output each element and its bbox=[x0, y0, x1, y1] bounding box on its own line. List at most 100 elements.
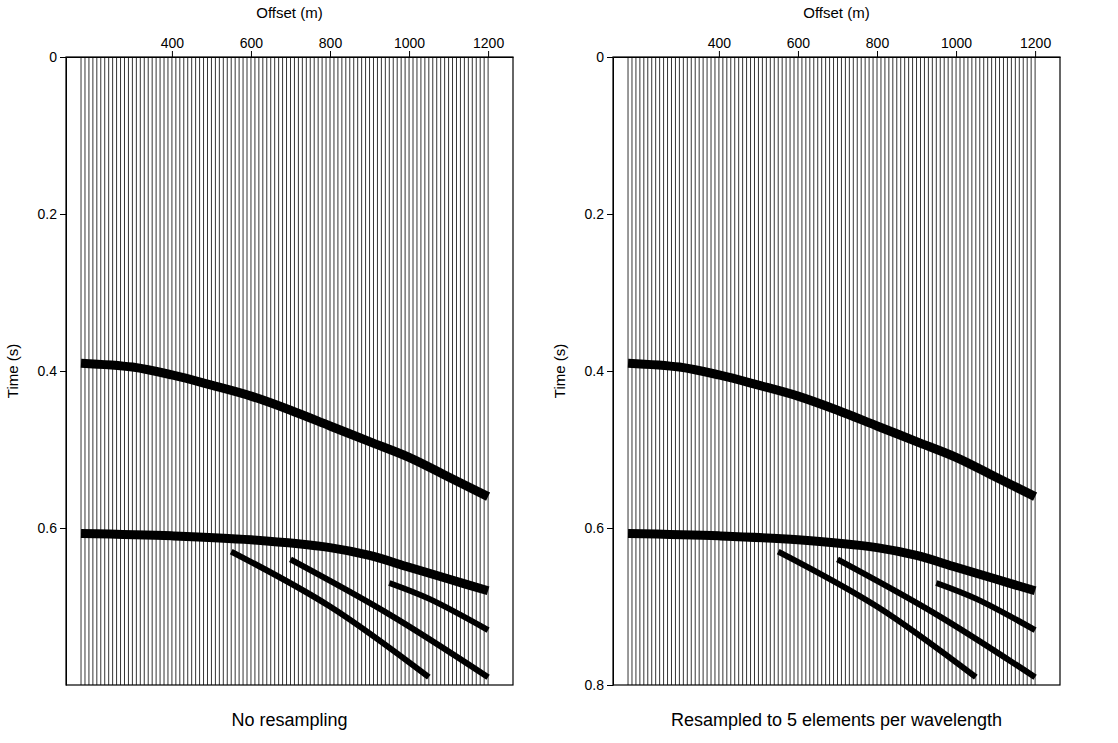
trace bbox=[187, 57, 188, 685]
trace bbox=[758, 57, 759, 685]
trace bbox=[726, 57, 727, 685]
trace bbox=[920, 57, 921, 685]
event bbox=[778, 552, 976, 678]
trace bbox=[282, 57, 283, 685]
trace bbox=[841, 57, 842, 685]
x-tick: 600 bbox=[240, 35, 264, 57]
x-tick-mark bbox=[330, 51, 331, 57]
panel-title: Resampled to 5 elements per wavelength bbox=[671, 710, 1002, 730]
trace bbox=[774, 57, 775, 685]
trace bbox=[357, 57, 358, 685]
trace bbox=[432, 57, 433, 685]
y-tick: 0.8 bbox=[585, 677, 613, 693]
trace bbox=[428, 57, 429, 685]
trace bbox=[829, 57, 830, 685]
trace bbox=[908, 57, 909, 685]
trace bbox=[730, 57, 731, 685]
panel: 4006008001000120000.20.40.60.8Offset (m)… bbox=[551, 4, 1061, 730]
trace bbox=[310, 57, 311, 685]
trace bbox=[797, 57, 798, 685]
x-tick-label: 1200 bbox=[473, 35, 504, 51]
x-tick: 800 bbox=[319, 35, 343, 57]
trace bbox=[801, 57, 802, 685]
x-tick-mark bbox=[1035, 51, 1036, 57]
y-tick-label: 0.4 bbox=[38, 363, 58, 379]
trace bbox=[880, 57, 881, 685]
y-tick-mark bbox=[60, 371, 66, 372]
y-tick-mark bbox=[607, 214, 613, 215]
trace bbox=[120, 57, 121, 685]
y-tick-label: 0 bbox=[49, 49, 57, 65]
trace bbox=[944, 57, 945, 685]
trace bbox=[991, 57, 992, 685]
event bbox=[290, 559, 488, 677]
trace bbox=[207, 57, 208, 685]
trace bbox=[266, 57, 267, 685]
trace bbox=[92, 57, 93, 685]
x-axis: 40060080010001200 bbox=[614, 35, 1061, 58]
plot-area bbox=[81, 57, 488, 685]
trace bbox=[191, 57, 192, 685]
trace bbox=[322, 57, 323, 685]
y-axis: 00.20.40.60.8 bbox=[585, 49, 614, 693]
trace bbox=[401, 57, 402, 685]
trace bbox=[857, 57, 858, 685]
trace bbox=[750, 57, 751, 685]
trace bbox=[211, 57, 212, 685]
trace bbox=[112, 57, 113, 685]
plot-frame bbox=[66, 57, 513, 685]
trace bbox=[837, 57, 838, 685]
trace bbox=[385, 57, 386, 685]
trace bbox=[175, 57, 176, 685]
trace bbox=[88, 57, 89, 685]
trace bbox=[833, 57, 834, 685]
trace bbox=[940, 57, 941, 685]
x-tick-mark bbox=[877, 51, 878, 57]
trace bbox=[651, 57, 652, 685]
trace bbox=[278, 57, 279, 685]
x-tick-label: 1000 bbox=[394, 35, 425, 51]
x-tick-label: 800 bbox=[866, 35, 890, 51]
trace bbox=[420, 57, 421, 685]
y-tick-mark bbox=[60, 528, 66, 529]
y-tick: 0 bbox=[49, 49, 66, 65]
y-axis-line bbox=[66, 58, 67, 686]
trace bbox=[663, 57, 664, 685]
trace bbox=[1011, 57, 1012, 685]
trace bbox=[865, 57, 866, 685]
y-tick: 0.6 bbox=[585, 520, 613, 536]
trace bbox=[647, 57, 648, 685]
trace bbox=[100, 57, 101, 685]
trace bbox=[294, 57, 295, 685]
trace bbox=[290, 57, 291, 685]
trace bbox=[987, 57, 988, 685]
y-tick-label: 0.4 bbox=[585, 363, 605, 379]
trace bbox=[983, 57, 984, 685]
y-axis: 00.20.40.6 bbox=[38, 49, 67, 686]
y-tick-label: 0.2 bbox=[38, 206, 58, 222]
trace bbox=[444, 57, 445, 685]
trace bbox=[861, 57, 862, 685]
trace bbox=[452, 57, 453, 685]
y-tick-mark bbox=[607, 371, 613, 372]
y-axis-title: Time (s) bbox=[4, 344, 21, 398]
trace bbox=[754, 57, 755, 685]
trace bbox=[722, 57, 723, 685]
trace bbox=[766, 57, 767, 685]
y-tick: 0.2 bbox=[38, 206, 66, 222]
x-tick: 400 bbox=[708, 35, 732, 57]
x-tick-label: 800 bbox=[319, 35, 343, 51]
trace bbox=[999, 57, 1000, 685]
trace bbox=[967, 57, 968, 685]
trace bbox=[912, 57, 913, 685]
trace bbox=[448, 57, 449, 685]
x-tick-mark bbox=[956, 51, 957, 57]
trace bbox=[373, 57, 374, 685]
trace bbox=[219, 57, 220, 685]
x-tick-mark bbox=[488, 51, 489, 57]
trace bbox=[873, 57, 874, 685]
x-axis-line bbox=[614, 57, 1061, 58]
trace bbox=[96, 57, 97, 685]
trace bbox=[195, 57, 196, 685]
trace bbox=[916, 57, 917, 685]
